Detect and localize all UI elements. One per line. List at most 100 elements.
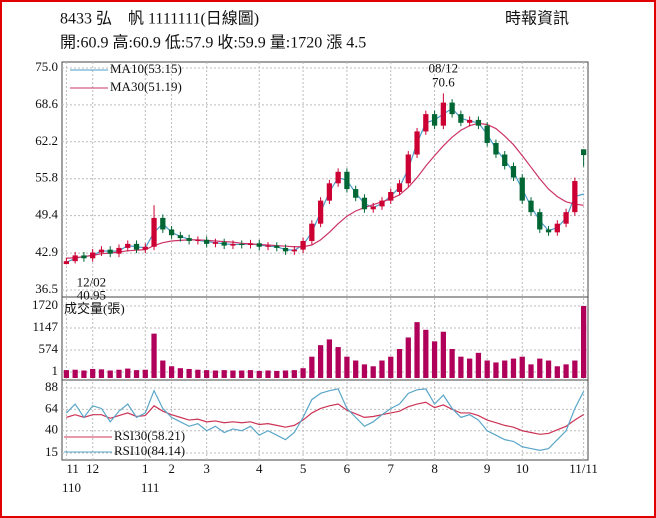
volume-bar [204, 370, 210, 378]
volume-bar [580, 306, 587, 378]
volume-bar [528, 364, 534, 378]
rsi-panel [61, 379, 589, 461]
volume-bar [484, 360, 490, 378]
annotation: 40.95 [77, 287, 106, 302]
y-tick-label: 75.0 [35, 59, 58, 74]
volume-bar [519, 356, 525, 378]
candle-body [545, 229, 552, 233]
candle-body [177, 235, 183, 239]
candle-body [396, 183, 403, 192]
volume-bar [247, 370, 254, 378]
volume-bar [510, 358, 517, 378]
x-tick-label: 2 [168, 461, 175, 476]
volume-bar [63, 370, 70, 378]
candle-body [379, 200, 385, 207]
candle-body [168, 229, 175, 236]
volume-bar [326, 339, 333, 378]
x-tick-label: 12 [86, 461, 99, 476]
volume-bar [72, 369, 78, 378]
y-tick-label: 40 [45, 422, 58, 437]
volume-bar [282, 370, 289, 378]
x-tick-label: 8 [431, 461, 438, 476]
volume-bar [537, 358, 543, 378]
annotation: 12/02 [77, 274, 107, 289]
volume-bar [370, 366, 376, 378]
candle-body [528, 200, 534, 213]
candle-body [63, 261, 70, 265]
candle-body [90, 252, 96, 259]
volume-bar [502, 360, 508, 378]
candle-body [116, 247, 122, 254]
candle-body [326, 183, 333, 201]
y-tick-label: 64 [45, 400, 59, 415]
candle-body [475, 119, 482, 126]
x-tick-label: 3 [203, 461, 210, 476]
volume-bar [431, 341, 438, 378]
volume-bar [107, 370, 113, 378]
candle-body [317, 200, 324, 224]
x-tick-label: 4 [256, 461, 263, 476]
x-tick-label: 5 [300, 461, 307, 476]
candle-body [572, 181, 578, 213]
volume-bar [458, 356, 464, 378]
volume-bar [230, 370, 236, 378]
volume-bar [379, 360, 385, 378]
x-tick-label: 10 [516, 461, 529, 476]
candle-body [221, 242, 227, 246]
volume-bar [186, 368, 192, 378]
legend-label: MA30(51.19) [110, 79, 182, 94]
volume-bar [344, 356, 350, 378]
candle-body [388, 191, 394, 201]
candle-body [344, 171, 350, 190]
candle-body [458, 114, 464, 123]
candle-body [405, 154, 411, 184]
candle-body [291, 249, 297, 252]
volume-bar [195, 369, 201, 378]
candle-body [72, 255, 78, 262]
quote: 開:60.9 高:60.9 低:57.9 收:59.9 量:1720 漲 4.5 [60, 34, 366, 52]
candle-body [563, 212, 569, 224]
y-tick-label: 574 [39, 341, 59, 356]
volume-bar [572, 360, 578, 378]
volume-bar [449, 349, 455, 378]
candle-body [370, 206, 376, 210]
y-tick-label: 62.2 [35, 133, 58, 148]
candle-body [353, 189, 359, 198]
candle-body [580, 149, 587, 156]
volume-bar [90, 368, 96, 378]
candle-body [160, 217, 166, 230]
volume-bar [309, 356, 315, 378]
volume-bar [160, 360, 166, 378]
volume-bar [563, 364, 569, 378]
volume-bar [212, 370, 219, 378]
y-tick-label: 1720 [32, 297, 58, 312]
x-tick-label: 7 [388, 461, 395, 476]
legend-label: MA10(53.15) [110, 61, 182, 76]
stock-title: 8433 弘 帆 1111111(日線圖) [60, 10, 259, 28]
candle-body [98, 249, 105, 253]
volume-bar [239, 370, 245, 378]
series-line [66, 122, 584, 259]
candle-body [554, 223, 560, 233]
volume-bar [274, 370, 280, 378]
y-tick-label: 88 [45, 379, 58, 394]
volume-bar [545, 360, 552, 378]
volume-bar [221, 370, 227, 378]
candle-body [204, 239, 210, 244]
candle-body [142, 246, 148, 250]
volume-bar [335, 347, 341, 378]
candle-body [212, 242, 219, 244]
legend-label: RSI10(84.14) [114, 443, 185, 458]
y-tick-label: 42.9 [35, 244, 58, 259]
candle-body [335, 171, 341, 184]
candle-body [519, 177, 525, 201]
volume-panel [61, 296, 589, 381]
volume-bar [414, 322, 420, 378]
volume-bar [361, 364, 368, 378]
y-tick-label: 36.5 [35, 281, 58, 296]
candle-body [431, 114, 438, 126]
volume-bar [475, 352, 482, 378]
volume-bar [256, 370, 262, 378]
candle-body [300, 240, 306, 250]
